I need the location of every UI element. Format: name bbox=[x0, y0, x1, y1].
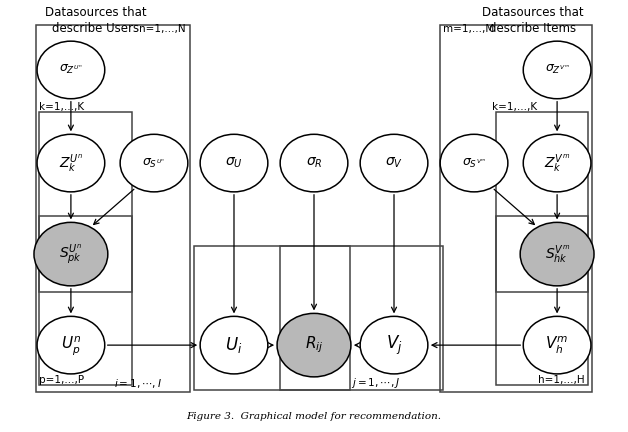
Ellipse shape bbox=[37, 41, 105, 99]
Text: $U_i$: $U_i$ bbox=[225, 335, 242, 355]
Text: $S_{pk}^{U^n}$: $S_{pk}^{U^n}$ bbox=[59, 242, 82, 266]
Text: p=1,...,P: p=1,...,P bbox=[39, 375, 84, 385]
Text: $V_h^m$: $V_h^m$ bbox=[546, 334, 569, 356]
Ellipse shape bbox=[280, 134, 348, 192]
Text: $\sigma_V$: $\sigma_V$ bbox=[385, 156, 403, 170]
Text: $\sigma_U$: $\sigma_U$ bbox=[225, 156, 243, 170]
Bar bbox=[39, 112, 133, 292]
Ellipse shape bbox=[523, 134, 591, 192]
Text: k=1,...,K: k=1,...,K bbox=[39, 102, 84, 112]
Ellipse shape bbox=[360, 134, 428, 192]
Text: $j = 1, \cdots, J$: $j = 1, \cdots, J$ bbox=[351, 376, 400, 391]
Ellipse shape bbox=[440, 134, 508, 192]
Text: $\sigma_{S^{U^n}}$: $\sigma_{S^{U^n}}$ bbox=[143, 156, 166, 170]
Text: $S_{hk}^{V^m}$: $S_{hk}^{V^m}$ bbox=[544, 243, 570, 265]
Bar bbox=[495, 216, 588, 385]
Bar bbox=[39, 216, 133, 385]
Text: h=1,...,H: h=1,...,H bbox=[538, 375, 585, 385]
Ellipse shape bbox=[120, 134, 188, 192]
Ellipse shape bbox=[37, 134, 105, 192]
Text: Datasources that
describe Items: Datasources that describe Items bbox=[482, 6, 583, 35]
Ellipse shape bbox=[523, 41, 591, 99]
Text: $\sigma_{Z^{V^m}}$: $\sigma_{Z^{V^m}}$ bbox=[544, 64, 570, 76]
Ellipse shape bbox=[37, 316, 105, 374]
Ellipse shape bbox=[200, 316, 268, 374]
Text: m=1,...,M: m=1,...,M bbox=[443, 24, 494, 34]
Bar bbox=[440, 25, 592, 392]
Bar bbox=[280, 246, 443, 391]
Ellipse shape bbox=[360, 316, 428, 374]
Text: $i = 1, \cdots, I$: $i = 1, \cdots, I$ bbox=[114, 378, 162, 391]
Text: n=1,...,N: n=1,...,N bbox=[139, 24, 185, 34]
Ellipse shape bbox=[277, 313, 351, 377]
Bar bbox=[495, 112, 588, 292]
Text: $V_j$: $V_j$ bbox=[386, 334, 403, 357]
Ellipse shape bbox=[520, 222, 594, 286]
Text: $Z_k^{U^n}$: $Z_k^{U^n}$ bbox=[59, 152, 83, 174]
Text: k=1,...,K: k=1,...,K bbox=[492, 102, 538, 112]
Ellipse shape bbox=[34, 222, 108, 286]
Text: Figure 3.  Graphical model for recommendation.: Figure 3. Graphical model for recommenda… bbox=[187, 412, 441, 421]
Text: $\sigma_{S^{V^m}}$: $\sigma_{S^{V^m}}$ bbox=[462, 156, 486, 170]
Text: $U_p^n$: $U_p^n$ bbox=[61, 334, 81, 357]
Text: $Z_k^{V^m}$: $Z_k^{V^m}$ bbox=[544, 152, 570, 174]
Bar bbox=[36, 25, 190, 392]
Text: $\sigma_{Z^{U^n}}$: $\sigma_{Z^{U^n}}$ bbox=[59, 64, 83, 76]
Bar bbox=[194, 246, 350, 391]
Ellipse shape bbox=[200, 134, 268, 192]
Ellipse shape bbox=[523, 316, 591, 374]
Text: $R_{ij}$: $R_{ij}$ bbox=[305, 335, 323, 356]
Text: Datasources that
describe Users: Datasources that describe Users bbox=[45, 6, 146, 35]
Text: $\sigma_R$: $\sigma_R$ bbox=[306, 156, 322, 170]
